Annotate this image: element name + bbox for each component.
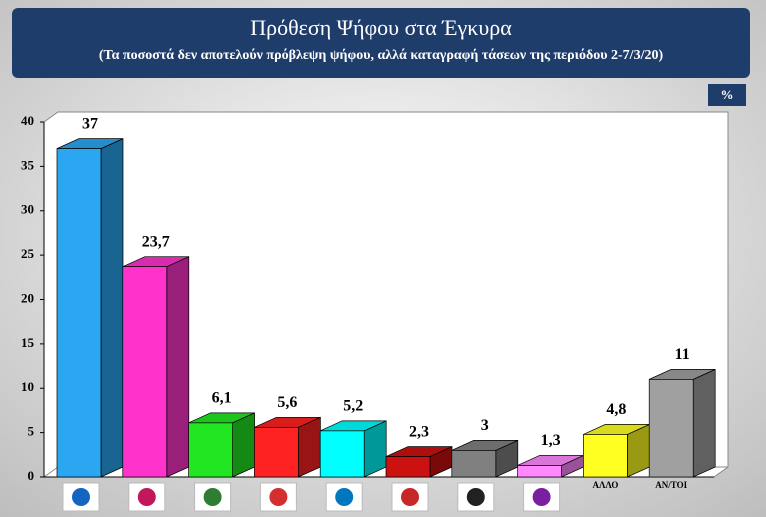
y-tick-label: 25	[21, 246, 35, 261]
bar-side	[692, 368, 716, 478]
party-logo-mark	[532, 488, 551, 506]
y-tick-label: 5	[28, 424, 35, 439]
value-label: 5,2	[343, 398, 363, 415]
value-label: 2,3	[409, 423, 429, 440]
value-label: 23,7	[142, 233, 170, 250]
y-tick-label: 40	[21, 113, 34, 128]
y-tick-label: 30	[21, 202, 34, 217]
bar-side	[298, 416, 321, 478]
bar	[56, 148, 102, 478]
y-tick-label: 0	[28, 468, 35, 483]
y-tick-label: 35	[21, 157, 35, 172]
party-logo-mark	[466, 488, 485, 506]
x-tick-label: ΑΛΛΟ	[592, 480, 618, 490]
unit-box	[708, 84, 746, 106]
unit-label: %	[721, 87, 734, 102]
bar	[385, 456, 431, 478]
bar	[451, 450, 497, 478]
bar	[517, 465, 562, 478]
bar	[319, 430, 365, 478]
party-logo-mark	[335, 488, 354, 506]
title-banner	[12, 8, 750, 78]
x-tick-label: ΑΝ/ΤΟΙ	[655, 480, 687, 490]
bar	[648, 379, 694, 478]
value-label: 11	[675, 346, 690, 363]
party-logo-mark	[203, 488, 222, 506]
value-label: 3	[481, 417, 489, 434]
party-logo-mark	[401, 488, 419, 506]
bar-side	[166, 256, 190, 478]
party-logo-mark	[72, 488, 90, 506]
bar	[583, 434, 628, 478]
chart-subtitle: (Τα ποσοστά δεν αποτελούν πρόβλεψη ψήφου…	[99, 48, 664, 63]
value-label: 6,1	[212, 390, 232, 407]
y-tick-label: 20	[21, 290, 34, 305]
bar	[254, 426, 299, 478]
y-tick-label: 10	[21, 379, 34, 394]
chart-title: Πρόθεση Ψήφου στα Έγκυρα	[250, 15, 512, 40]
party-logo-mark	[269, 488, 288, 506]
bar-side	[232, 412, 255, 478]
value-label: 5,6	[277, 394, 297, 411]
value-label: 37	[82, 115, 98, 132]
floor-edge	[43, 466, 59, 478]
bar-side	[100, 138, 124, 478]
value-label: 4,8	[606, 401, 626, 418]
bar	[188, 422, 233, 478]
value-label: 1,3	[541, 432, 561, 449]
party-logo-mark	[137, 488, 156, 506]
bar	[122, 266, 168, 478]
y-tick-label: 15	[21, 335, 35, 350]
